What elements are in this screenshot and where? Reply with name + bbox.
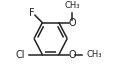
Text: Cl: Cl xyxy=(15,50,25,60)
Text: F: F xyxy=(29,8,35,18)
Text: O: O xyxy=(67,50,75,60)
Text: CH₃: CH₃ xyxy=(63,1,79,10)
Text: CH₃: CH₃ xyxy=(86,50,101,59)
Text: O: O xyxy=(67,18,75,28)
